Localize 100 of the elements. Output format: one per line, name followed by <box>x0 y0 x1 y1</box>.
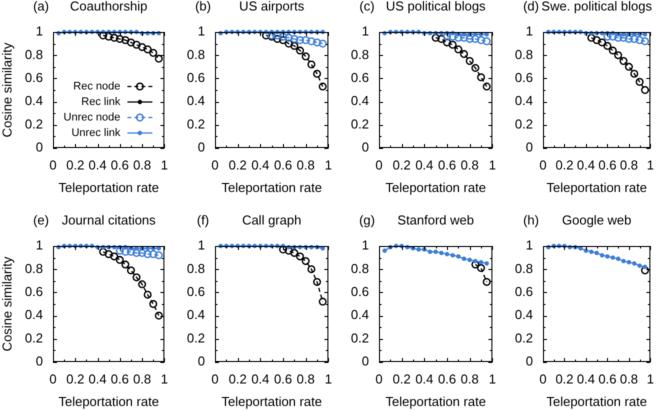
chart-title: Stanford web <box>397 212 474 228</box>
point <box>313 38 322 46</box>
y-tick-label: 0.2 <box>514 116 533 132</box>
legend-label: Unrec link <box>71 127 121 140</box>
point <box>624 62 633 71</box>
point <box>630 70 638 78</box>
text: (b) <box>195 0 211 14</box>
y-tick-label: 0.8 <box>350 260 369 276</box>
point <box>471 64 480 72</box>
point <box>121 36 130 44</box>
y-tick-label: 0.2 <box>186 330 205 346</box>
x-tick-label: 0 <box>211 157 219 172</box>
y-tick-label: 0 <box>362 140 369 155</box>
point <box>428 250 432 254</box>
x-axis-title: Teleportation rate <box>221 180 322 195</box>
point <box>284 40 293 48</box>
point <box>626 260 632 264</box>
y-tick-label: 0.6 <box>186 70 205 85</box>
y-tick-label: 0.2 <box>24 116 43 132</box>
y-tick-label: 0.2 <box>24 330 43 346</box>
point <box>279 36 288 44</box>
x-tick-label: 0.4 <box>576 371 595 386</box>
point <box>478 260 484 264</box>
point <box>477 73 486 82</box>
point <box>608 46 617 55</box>
chart-title: Swe. political blogs <box>541 0 652 14</box>
y-axis-title: Cosine similarity <box>0 256 14 352</box>
point <box>641 266 650 274</box>
point <box>110 252 118 260</box>
point <box>454 34 462 42</box>
y-tick-label: 0.6 <box>24 284 43 299</box>
point <box>641 86 650 94</box>
x-tick-label: 0 <box>49 371 57 386</box>
text: (f) <box>196 212 210 228</box>
point <box>448 32 457 41</box>
point <box>584 248 588 253</box>
y-tick-label: 0.4 <box>186 307 205 322</box>
point <box>621 258 626 264</box>
x-tick-label: 0.4 <box>415 157 434 172</box>
y-tick-label: 0.8 <box>514 260 533 276</box>
point <box>637 264 642 268</box>
y-tick-label: 0 <box>362 354 369 369</box>
point <box>138 248 146 257</box>
point <box>116 246 124 255</box>
point <box>302 52 310 60</box>
point <box>296 252 304 260</box>
point <box>482 82 491 91</box>
y-tick-label: 1 <box>198 238 205 253</box>
point <box>603 42 612 50</box>
y-tick-label: 0.4 <box>24 93 43 108</box>
point <box>318 82 327 91</box>
x-tick-label: 0 <box>375 157 383 172</box>
point <box>603 32 612 41</box>
x-tick-label: 0.8 <box>296 371 315 386</box>
y-tick-label: 1 <box>36 24 43 39</box>
point <box>620 57 628 65</box>
point <box>466 57 474 65</box>
x-tick-label: 0.6 <box>110 371 129 386</box>
x-tick-label: 0.4 <box>88 157 107 172</box>
x-tick-label: 0 <box>539 371 547 386</box>
point <box>466 34 474 43</box>
y-tick-label: 0.2 <box>514 330 533 346</box>
point <box>636 78 644 86</box>
x-tick-label: 0.8 <box>133 157 152 172</box>
point <box>473 258 478 264</box>
point <box>273 34 282 43</box>
x-tick-label: 0.6 <box>110 157 129 172</box>
point <box>110 34 118 42</box>
point <box>624 34 633 43</box>
point <box>149 48 158 57</box>
y-tick-label: 0.6 <box>514 70 533 85</box>
point <box>290 42 298 50</box>
x-tick-label: 0.6 <box>598 157 616 172</box>
point <box>460 50 468 58</box>
y-tick-label: 0 <box>526 354 533 369</box>
x-tick-label: 0.4 <box>251 157 270 172</box>
point <box>443 38 452 46</box>
point <box>138 43 146 52</box>
y-tick-label: 0.4 <box>24 307 43 322</box>
point <box>121 248 130 256</box>
x-tick-label: 0.8 <box>460 371 479 386</box>
point <box>433 250 438 254</box>
point <box>126 266 135 274</box>
point <box>642 264 648 270</box>
point <box>318 40 327 48</box>
x-tick-label: 0.2 <box>392 157 411 172</box>
y-tick-label: 0 <box>36 354 43 369</box>
point <box>154 251 163 260</box>
point <box>144 45 152 54</box>
point <box>468 258 472 262</box>
y-tick-label: 0.4 <box>350 93 369 108</box>
x-tick-label: 0.4 <box>415 371 434 386</box>
chart-title: Coauthorship <box>70 0 148 14</box>
x-tick-label: 0 <box>49 157 57 172</box>
point <box>482 37 491 46</box>
x-tick-label: 1 <box>160 157 168 172</box>
legend-label: Unrec node <box>64 112 120 124</box>
point <box>302 36 310 44</box>
y-tick-label: 0.6 <box>186 284 205 299</box>
point <box>614 51 622 60</box>
